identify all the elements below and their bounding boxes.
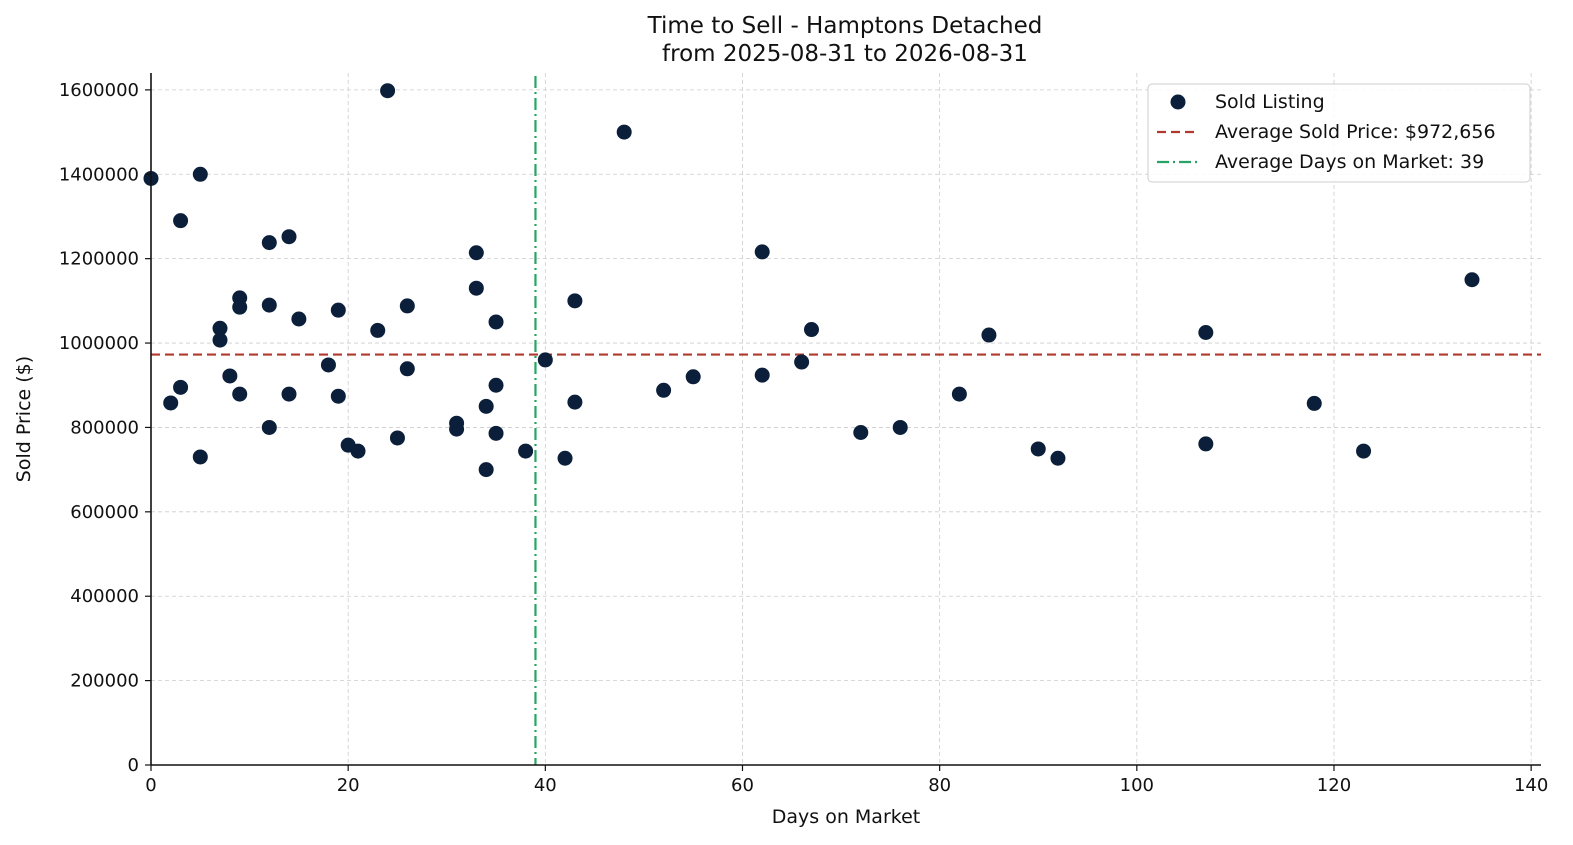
data-point xyxy=(981,327,997,343)
data-point xyxy=(163,395,179,411)
data-point xyxy=(853,425,869,441)
data-point xyxy=(261,297,277,313)
data-point xyxy=(892,419,908,435)
y-tick-label: 1400000 xyxy=(59,164,139,185)
y-tick-label: 0 xyxy=(128,755,139,776)
legend-box xyxy=(1147,83,1531,183)
data-point xyxy=(567,293,583,309)
data-point xyxy=(212,332,228,348)
data-point xyxy=(350,443,366,459)
data-point xyxy=(291,311,307,327)
data-point xyxy=(567,394,583,410)
tick-labels: 0 20 40 60 80 100 120 140 0 200000 400000 600000 800… xyxy=(59,80,1548,796)
data-point xyxy=(685,369,701,385)
data-point xyxy=(794,354,810,370)
y-tick-label: 1600000 xyxy=(59,80,139,101)
x-tick-label: 60 xyxy=(731,775,754,796)
data-point xyxy=(399,298,415,314)
data-point xyxy=(330,388,346,404)
x-tick-label: 140 xyxy=(1514,775,1548,796)
data-point xyxy=(616,124,632,140)
legend-marker-sold-listing xyxy=(1170,94,1186,110)
y-tick-label: 1000000 xyxy=(59,333,139,354)
data-point xyxy=(261,419,277,435)
data-point xyxy=(754,244,770,260)
y-tick-label: 600000 xyxy=(70,502,139,523)
data-point xyxy=(281,386,297,402)
data-point xyxy=(537,352,553,368)
data-point xyxy=(468,280,484,296)
data-point xyxy=(951,386,967,402)
x-tick-label: 80 xyxy=(928,775,951,796)
axes xyxy=(150,73,1541,766)
y-tick-label: 400000 xyxy=(70,586,139,607)
data-point xyxy=(173,213,189,229)
legend-label-avg-days: Average Days on Market: 39 xyxy=(1215,151,1484,173)
data-point xyxy=(1464,272,1480,288)
data-point xyxy=(192,166,208,182)
legend: Sold Listing Average Sold Price: $972,65… xyxy=(1147,83,1531,183)
data-point xyxy=(330,302,346,318)
data-point xyxy=(1198,436,1214,452)
x-tick-label: 120 xyxy=(1317,775,1351,796)
x-tick-label: 40 xyxy=(534,775,557,796)
y-axis-label: Sold Price ($) xyxy=(13,356,35,482)
data-point xyxy=(518,443,534,459)
chart-subtitle: from 2025-08-31 to 2026-08-31 xyxy=(662,41,1028,67)
data-point xyxy=(468,245,484,261)
x-tick-label: 100 xyxy=(1120,775,1154,796)
data-point xyxy=(281,229,297,245)
x-tick-label: 20 xyxy=(337,775,360,796)
y-tick-label: 1200000 xyxy=(59,249,139,270)
data-point xyxy=(1050,450,1066,466)
x-axis-label: Days on Market xyxy=(772,806,920,828)
x-tick-label: 0 xyxy=(145,775,156,796)
chart-title: Time to Sell - Hamptons Detached xyxy=(647,13,1043,39)
data-point xyxy=(449,421,465,437)
data-point xyxy=(320,357,336,373)
data-point xyxy=(488,314,504,330)
data-point xyxy=(232,299,248,315)
data-point xyxy=(389,430,405,446)
data-points xyxy=(143,83,1480,478)
data-point xyxy=(1198,325,1214,340)
data-point xyxy=(222,368,238,384)
data-point xyxy=(380,83,396,99)
data-point xyxy=(803,322,819,338)
data-point xyxy=(478,462,494,478)
data-point xyxy=(557,450,573,466)
data-point xyxy=(212,320,228,336)
data-point xyxy=(656,382,672,398)
data-point xyxy=(1356,443,1372,459)
grid-layer xyxy=(150,73,1541,766)
y-tick-label: 800000 xyxy=(70,417,139,438)
data-point xyxy=(192,449,208,465)
data-point xyxy=(1306,395,1322,411)
data-point xyxy=(478,398,494,414)
legend-label-avg-price: Average Sold Price: $972,656 xyxy=(1215,121,1496,143)
reference-lines xyxy=(151,76,1541,765)
data-point xyxy=(261,235,277,251)
data-point xyxy=(488,425,504,441)
legend-label-sold-listing: Sold Listing xyxy=(1215,91,1325,113)
data-point xyxy=(173,379,189,395)
data-point xyxy=(1030,441,1046,457)
y-tick-label: 200000 xyxy=(70,671,139,692)
data-point xyxy=(370,322,386,338)
data-point xyxy=(488,377,504,393)
data-point xyxy=(232,386,248,402)
data-point xyxy=(754,367,770,383)
data-point xyxy=(399,361,415,377)
